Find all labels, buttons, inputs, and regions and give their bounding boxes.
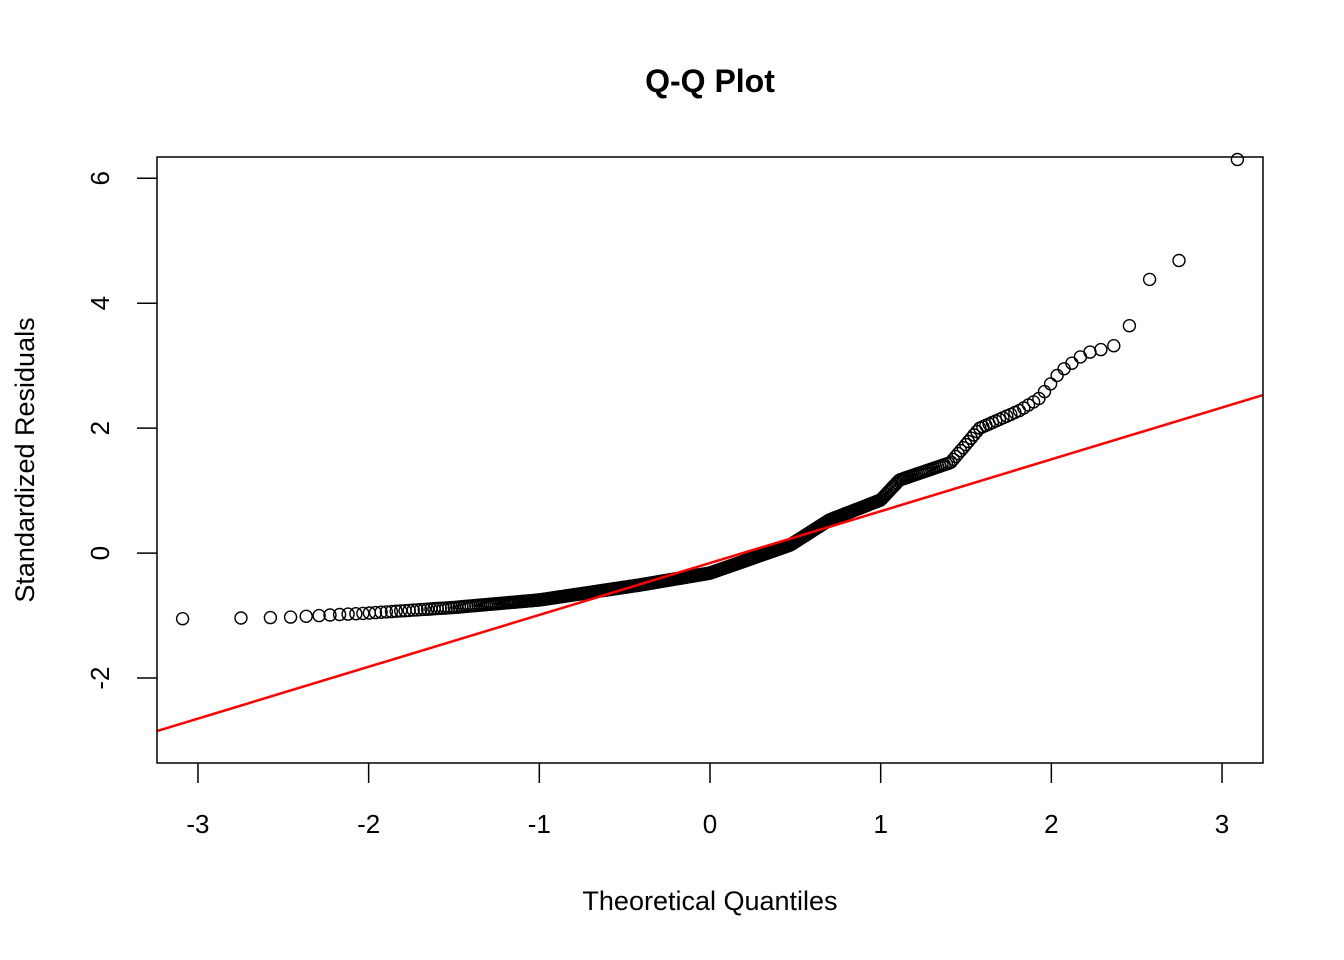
data-point — [406, 603, 420, 617]
data-point — [413, 602, 428, 617]
data-point — [384, 604, 399, 619]
data-point — [234, 611, 248, 625]
y-axis-title: Standardized Residuals — [10, 317, 40, 602]
y-tick-label: 2 — [85, 421, 115, 435]
data-point — [263, 610, 278, 625]
data-point — [1122, 319, 1137, 333]
chart-title: Q-Q Plot — [645, 63, 775, 99]
x-tick-label: -2 — [357, 809, 380, 839]
y-tick-label: -2 — [85, 666, 115, 689]
data-point — [323, 608, 337, 622]
data-point — [1094, 342, 1108, 357]
y-tick-label: 4 — [85, 296, 115, 310]
data-point — [389, 604, 403, 618]
data-point — [283, 610, 298, 624]
x-axis-title: Theoretical Quantiles — [582, 886, 837, 916]
data-point — [341, 607, 355, 621]
y-tick-label: 0 — [85, 546, 115, 560]
data-point — [368, 605, 383, 620]
points-layer — [175, 152, 1245, 626]
data-point — [1230, 152, 1245, 167]
data-point — [374, 605, 388, 619]
data-point — [1172, 253, 1186, 268]
data-point — [1043, 377, 1058, 391]
data-point — [349, 607, 363, 621]
data-point — [1142, 272, 1157, 287]
data-point — [1065, 356, 1079, 370]
x-tick-label: 1 — [873, 809, 887, 839]
x-tick-label: -1 — [528, 809, 551, 839]
x-tick-label: 2 — [1044, 809, 1058, 839]
plot-frame — [156, 156, 1264, 764]
x-tick-label: -3 — [186, 809, 209, 839]
data-point — [1050, 368, 1064, 383]
data-point — [175, 612, 190, 626]
data-point — [1083, 345, 1097, 359]
data-point — [379, 605, 394, 619]
data-point — [332, 607, 347, 622]
data-point — [410, 603, 424, 617]
x-tick-label: 0 — [703, 809, 717, 839]
data-point — [299, 609, 313, 623]
data-point — [417, 602, 431, 617]
y-axis: -2 0 2 4 6 — [85, 171, 157, 690]
reference-line — [156, 393, 1264, 733]
x-tick-label: 3 — [1215, 809, 1229, 839]
data-point — [312, 608, 326, 623]
y-tick-label: 6 — [85, 171, 115, 185]
x-axis: -3 -2 -1 0 1 2 3 — [186, 763, 1229, 839]
data-point — [1107, 339, 1121, 353]
